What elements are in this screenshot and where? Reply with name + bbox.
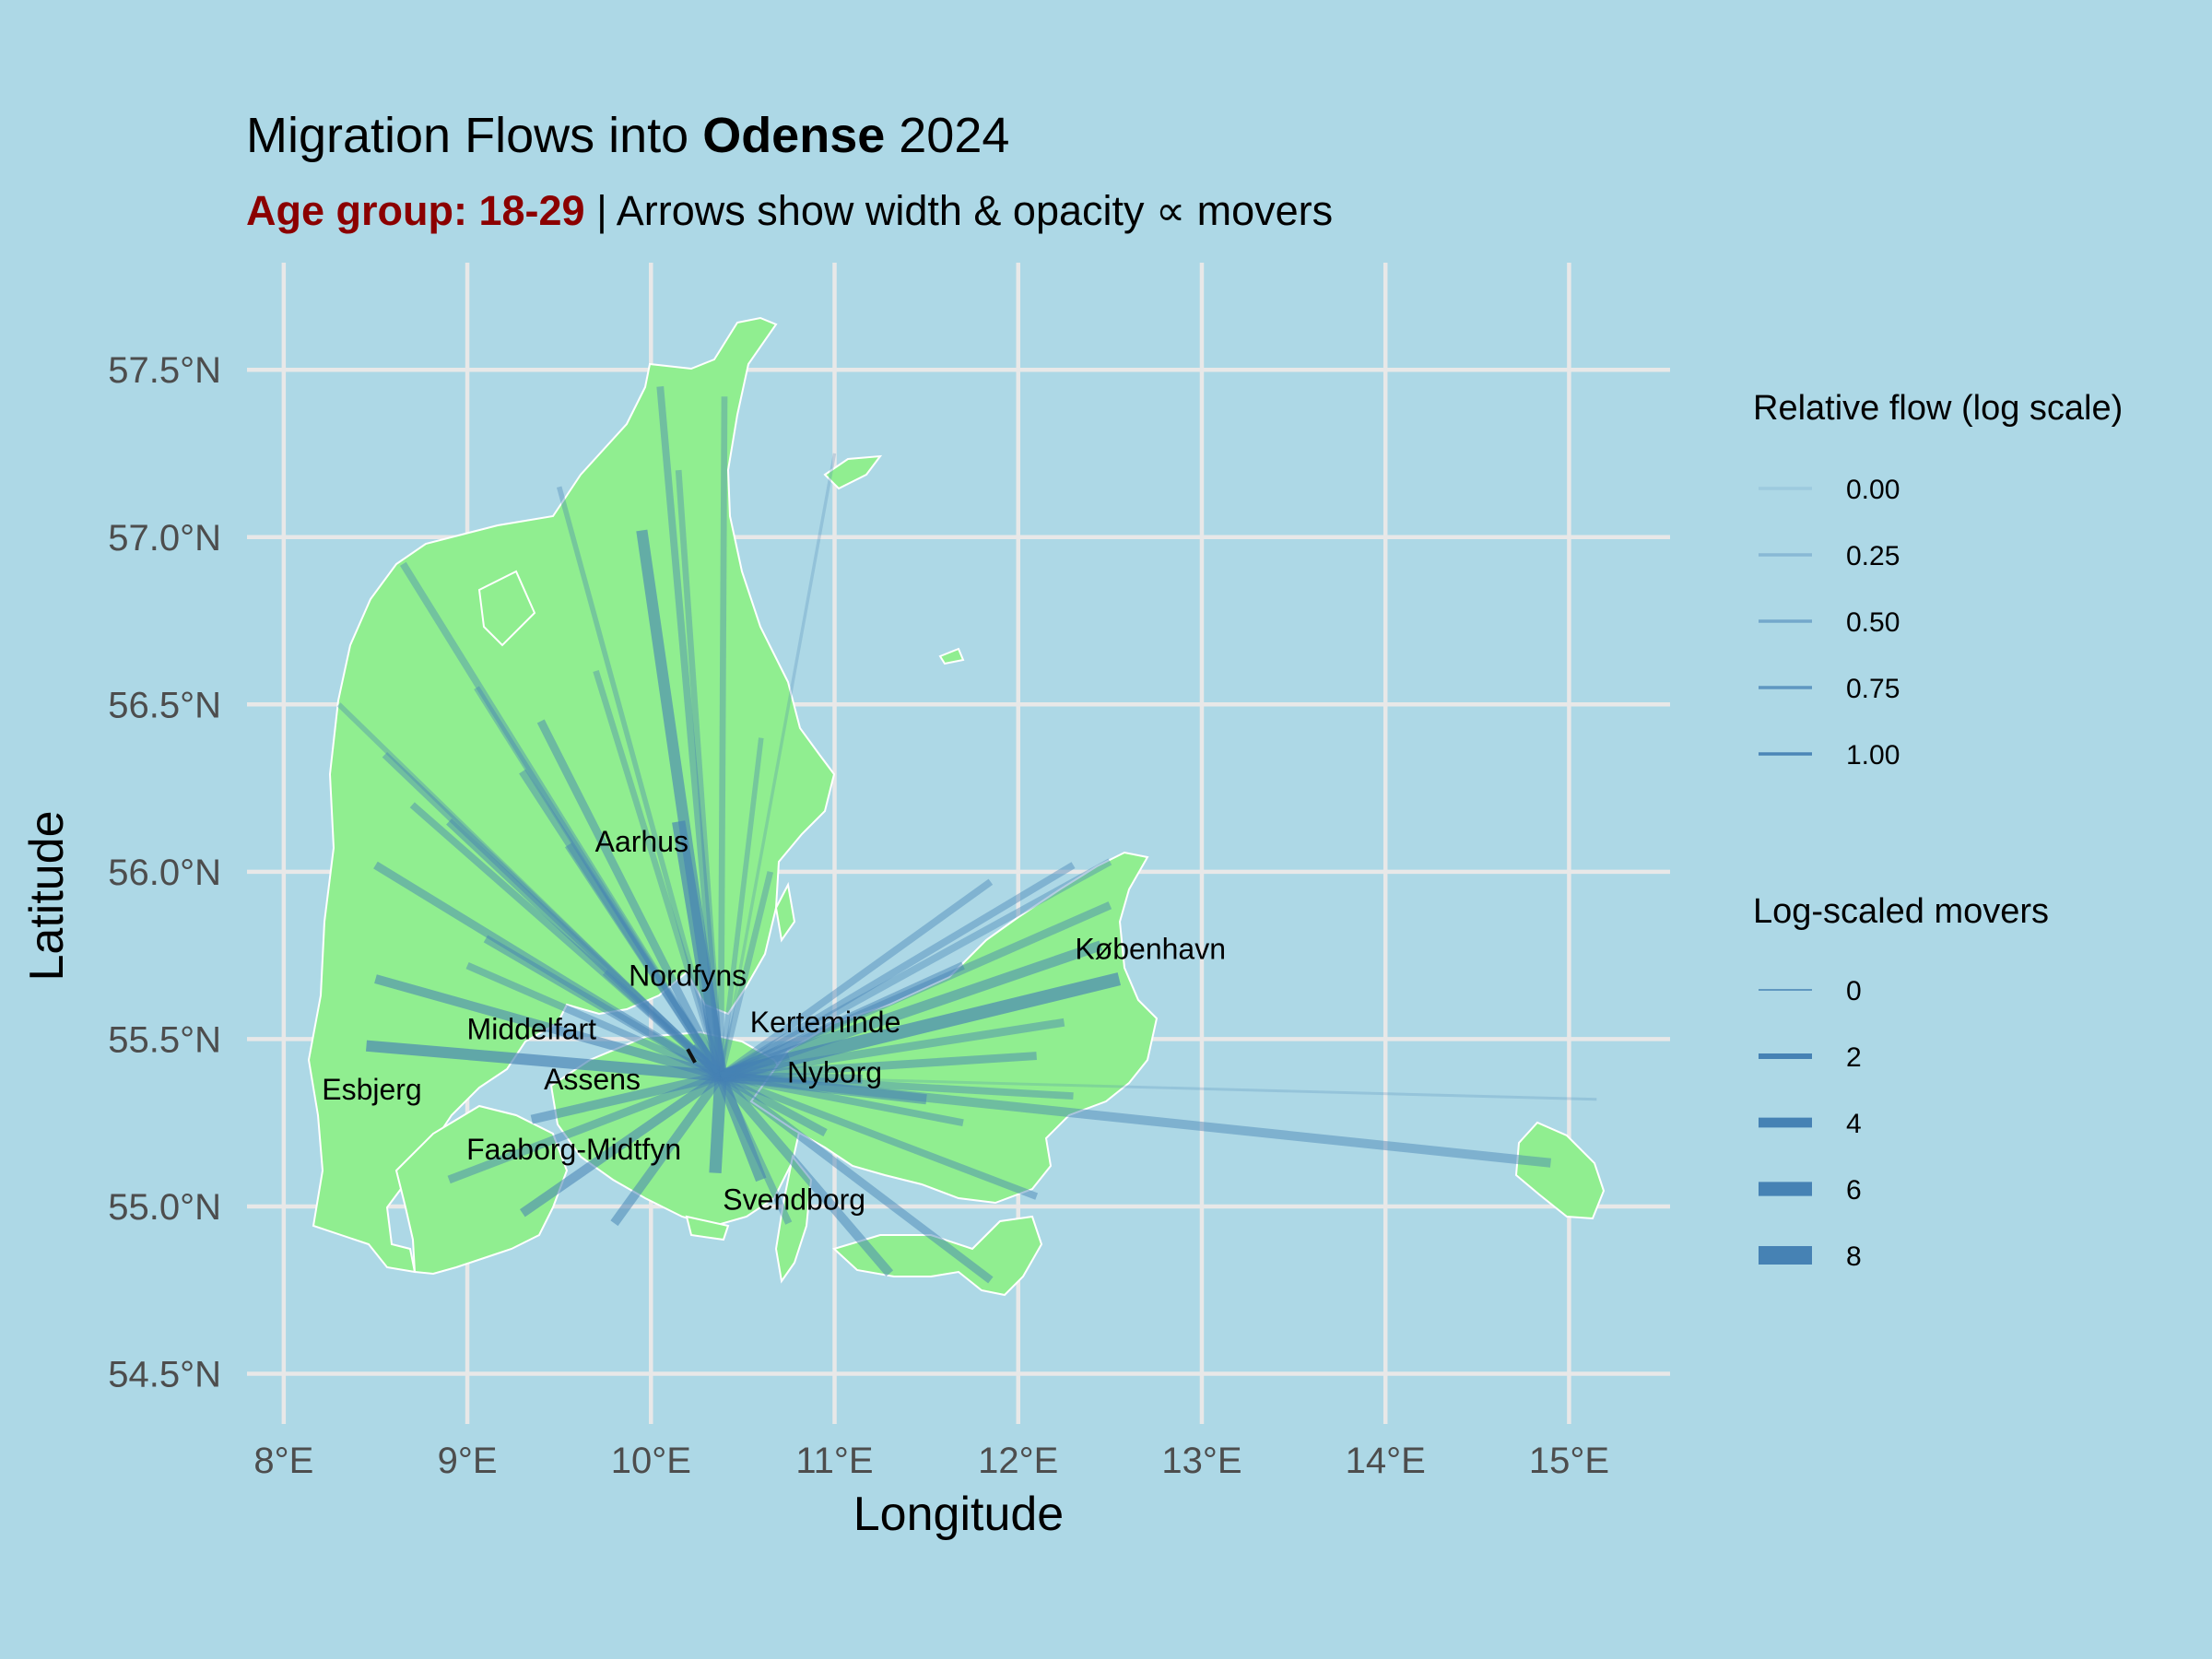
legend-movers-title: Log-scaled movers [1753, 892, 2049, 931]
city-label-7: Faaborg-Midtfyn [466, 1133, 681, 1166]
y-axis-title: Latitude [20, 810, 74, 981]
legend-movers-label-4: 8 [1846, 1241, 1862, 1272]
legend-relative-label-1: 0.25 [1846, 541, 1900, 571]
x-tick-label: 10°E [611, 1441, 691, 1481]
y-tick-label: 56.0°N [108, 853, 221, 893]
legend-movers-label-2: 4 [1846, 1109, 1862, 1139]
y-tick-label: 57.5°N [108, 350, 221, 391]
city-label-5: Assens [544, 1063, 641, 1096]
legend-movers-label-0: 0 [1846, 976, 1862, 1006]
city-label-8: Svendborg [723, 1183, 865, 1217]
city-label-0: Aarhus [595, 825, 688, 858]
y-tick-label: 54.5°N [108, 1355, 221, 1395]
x-tick-label: 13°E [1161, 1441, 1241, 1481]
chart-title: Migration Flows into Odense 2024 [246, 108, 1009, 163]
city-label-1: Nordfyns [629, 959, 747, 992]
y-tick-label: 56.5°N [108, 685, 221, 725]
city-label-2: Middelfart [467, 1012, 597, 1045]
x-tick-label: 14°E [1346, 1441, 1426, 1481]
legend-movers-label-3: 6 [1846, 1175, 1862, 1206]
legend-relative-label-3: 0.75 [1846, 674, 1900, 704]
x-axis-title: Longitude [853, 1488, 1064, 1541]
legend-relative-label-4: 1.00 [1846, 740, 1900, 771]
x-tick-label: 8°E [253, 1441, 313, 1481]
x-tick-label: 12°E [978, 1441, 1058, 1481]
legend-relative-label-2: 0.50 [1846, 607, 1900, 638]
city-label-6: Esbjerg [322, 1073, 422, 1106]
y-tick-label: 57.0°N [108, 518, 221, 559]
flow-arrow-30 [715, 1076, 721, 1172]
x-tick-label: 9°E [438, 1441, 498, 1481]
city-label-4: Nyborg [787, 1056, 882, 1089]
x-tick-label: 11°E [795, 1441, 873, 1481]
city-label-9: København [1075, 932, 1226, 965]
chart-subtitle: Age group: 18-29 | Arrows show width & o… [246, 187, 1333, 234]
y-tick-label: 55.0°N [108, 1187, 221, 1228]
x-tick-label: 15°E [1529, 1441, 1609, 1481]
legend-relative-label-0: 0.00 [1846, 475, 1900, 505]
y-tick-label: 55.5°N [108, 1019, 221, 1060]
legend-movers-label-1: 2 [1846, 1042, 1862, 1073]
city-label-3: Kerteminde [750, 1006, 901, 1039]
legend-relative-title: Relative flow (log scale) [1753, 389, 2123, 428]
